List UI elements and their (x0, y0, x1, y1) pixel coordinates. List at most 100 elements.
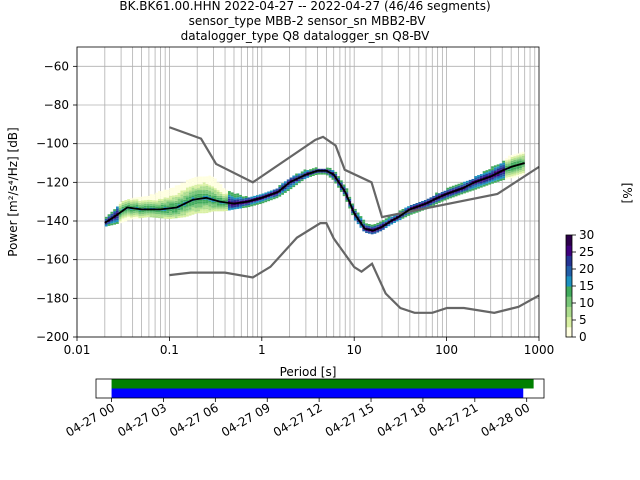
ppsd-cell (180, 184, 184, 187)
colorbar-segment (566, 288, 572, 292)
ppsd-cell (519, 173, 522, 176)
colorbar-segment (566, 286, 572, 290)
ppsd-cell (169, 199, 172, 202)
ppsd-cell (155, 196, 158, 199)
ppsd-cell (205, 184, 209, 186)
ppsd-cell (202, 186, 206, 189)
ppsd-cell (463, 189, 466, 192)
ppsd-cell (152, 204, 156, 206)
colorbar-segment (566, 257, 572, 261)
ppsd-cell (283, 190, 287, 193)
ppsd-cell (132, 211, 136, 214)
ppsd-cell (166, 203, 170, 206)
ppsd-cell (449, 188, 452, 191)
ppsd-cell (437, 200, 441, 203)
ppsd-cell (144, 202, 147, 205)
ppsd-cell (194, 182, 198, 185)
ppsd-cell (113, 209, 117, 212)
ppsd-cell (311, 172, 315, 175)
ppsd-cell (485, 172, 489, 175)
ppsd-cell (183, 197, 186, 200)
ppsd-cell (521, 163, 525, 166)
ppsd-cell (348, 196, 352, 199)
ppsd-cell (208, 192, 212, 195)
ppsd-cell (216, 201, 220, 204)
colorbar-segment (566, 329, 572, 333)
ppsd-cell (239, 206, 242, 209)
ppsd-cell (239, 198, 242, 201)
ppsd-cell (241, 198, 245, 201)
ppsd-cell (199, 176, 203, 179)
ppsd-cell (513, 156, 517, 159)
ppsd-cell (205, 195, 209, 198)
ppsd-cell (149, 205, 153, 208)
ppsd-cell (149, 197, 153, 200)
ppsd-cell (152, 205, 156, 208)
ppsd-cell (505, 171, 508, 174)
ppsd-cell (191, 203, 195, 206)
ppsd-cell (144, 215, 147, 218)
colorbar-segment (566, 255, 572, 259)
ppsd-cell (110, 221, 114, 224)
ppsd-cell (446, 193, 450, 196)
ppsd-cell (202, 195, 206, 198)
ppsd-cell (239, 202, 242, 205)
ppsd-cell (314, 173, 318, 176)
ppsd-cell (460, 192, 464, 195)
ppsd-cell (132, 216, 136, 219)
ppsd-cell (390, 216, 394, 219)
ppsd-cell (485, 181, 489, 184)
ppsd-cell (463, 181, 466, 184)
ppsd-cell (451, 195, 455, 198)
ppsd-cell (505, 162, 508, 165)
ppsd-cell (124, 200, 128, 203)
ppsd-cell (163, 191, 167, 194)
ppsd-cell (303, 177, 307, 180)
ppsd-cell (121, 210, 125, 213)
ppsd-cell (236, 203, 240, 205)
ppsd-cell (211, 205, 214, 208)
ppsd-cell (250, 204, 254, 207)
ppsd-cell (404, 213, 408, 216)
ppsd-cell (116, 218, 119, 221)
ppsd-cell (479, 185, 483, 188)
ppsd-cell (264, 194, 268, 197)
ppsd-cell (297, 175, 301, 178)
ppsd-cell (437, 199, 441, 201)
ppsd-cell (116, 208, 119, 211)
ppsd-cell (188, 211, 192, 214)
ppsd-cell (208, 189, 212, 192)
ppsd-cell (362, 219, 366, 222)
ppsd-cell (188, 194, 192, 197)
ppsd-cell (144, 204, 147, 206)
ppsd-cell (454, 194, 458, 197)
ppsd-cell (272, 193, 276, 196)
ppsd-cell (241, 204, 245, 207)
colorbar-segment (566, 319, 572, 323)
ppsd-cell (393, 221, 396, 223)
ppsd-cell (208, 191, 212, 193)
ppsd-cell (219, 207, 223, 210)
ppsd-cell (244, 201, 248, 204)
ppsd-cell (180, 205, 184, 208)
ppsd-cell (230, 200, 234, 203)
ppsd-cell (471, 188, 475, 191)
ppsd-cell (342, 194, 346, 197)
ppsd-cell (401, 214, 405, 217)
ppsd-cell (463, 183, 466, 186)
ppsd-cell (233, 205, 237, 208)
ppsd-cell (482, 175, 486, 177)
ppsd-cell (132, 215, 136, 217)
ppsd-cell (219, 205, 223, 208)
x-tick-label: 1000 (524, 343, 555, 357)
ppsd-cell (457, 183, 461, 186)
ppsd-cell (152, 215, 156, 218)
ppsd-cell (253, 201, 256, 204)
ppsd-cell (185, 183, 189, 186)
ppsd-cell (191, 210, 195, 213)
ppsd-cell (499, 175, 503, 177)
ppsd-cell (468, 179, 472, 182)
ppsd-cell (353, 218, 357, 221)
